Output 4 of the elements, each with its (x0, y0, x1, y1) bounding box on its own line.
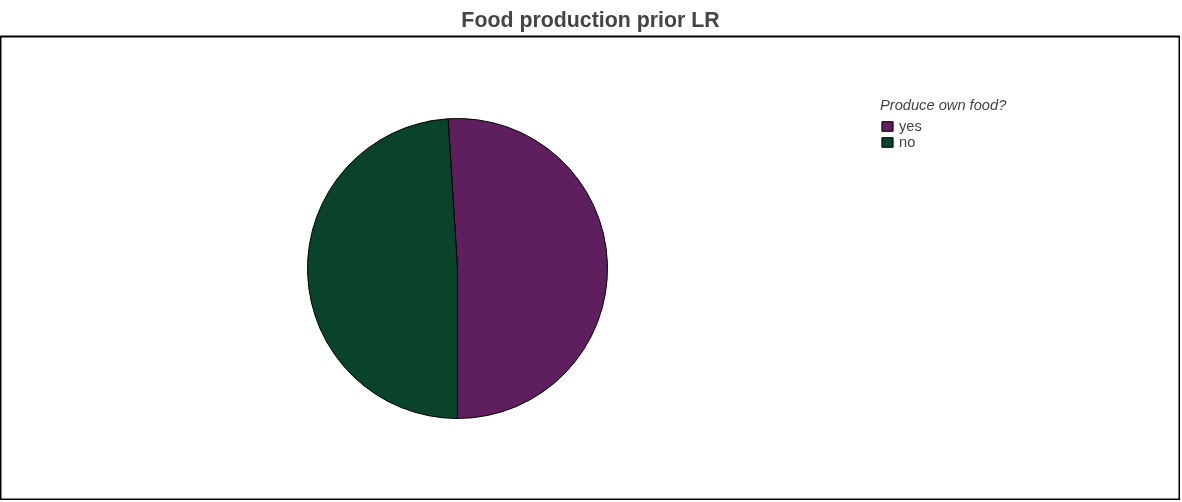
legend-title: Produce own food? (880, 97, 1007, 113)
chart-title: Food production prior LR (461, 7, 720, 32)
legend-label: yes (899, 118, 922, 134)
legend-label: no (899, 134, 917, 150)
